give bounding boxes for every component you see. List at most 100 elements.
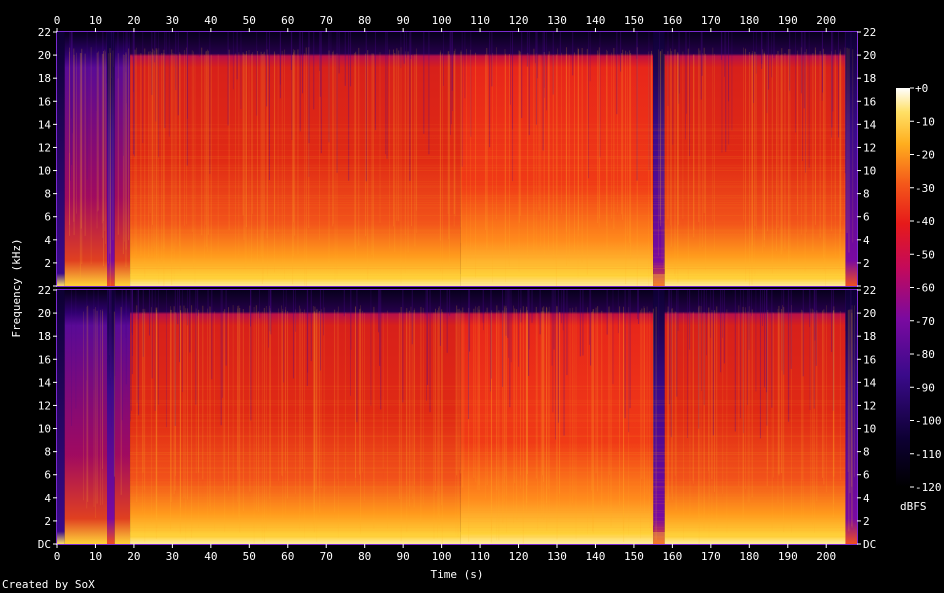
y-tick-label: 20 <box>38 49 51 62</box>
segment-quiet-intro <box>64 290 107 544</box>
y-tick-label: DC <box>863 538 876 551</box>
colorbar-tick-label: -80 <box>915 348 935 361</box>
x-tick-label: 190 <box>778 14 798 27</box>
x-tick-label: 100 <box>432 14 452 27</box>
x-tick-label: 110 <box>470 550 490 563</box>
x-tick-label: 180 <box>739 14 759 27</box>
bass-band <box>130 274 846 286</box>
y-tick-label: 14 <box>863 376 877 389</box>
segment-dip <box>107 290 115 544</box>
segment-fade <box>845 290 857 544</box>
y-tick-label: 16 <box>38 95 51 108</box>
y-tick-label: 20 <box>863 307 876 320</box>
x-axis-label: Time (s) <box>431 568 484 581</box>
y-tick-label: 10 <box>863 165 876 178</box>
colorbar-tick-label: -50 <box>915 248 935 261</box>
segment-very-loud <box>460 32 654 286</box>
y-tick-label: 20 <box>863 49 876 62</box>
y-tick-label: 8 <box>44 188 51 201</box>
x-tick-label: 140 <box>586 550 606 563</box>
y-tick-label: 22 <box>38 284 51 297</box>
y-tick-label: 18 <box>863 330 876 343</box>
y-tick-label: 10 <box>38 423 51 436</box>
x-tick-label: 30 <box>166 550 179 563</box>
y-tick-label: DC <box>38 538 51 551</box>
y-tick-label: 22 <box>38 26 51 39</box>
segment-loud <box>130 290 461 544</box>
x-tick-label: 50 <box>243 14 256 27</box>
x-tick-label: 90 <box>397 14 410 27</box>
x-tick-label: 150 <box>624 550 644 563</box>
x-tick-label: 90 <box>397 550 410 563</box>
colorbar <box>896 88 910 487</box>
colorbar-tick-label: -10 <box>915 115 935 128</box>
y-axis-label: Frequency (kHz) <box>10 238 23 337</box>
y-tick-label: 4 <box>863 234 870 247</box>
colorbar-tick-label: -100 <box>915 415 942 428</box>
colorbar-tick-label: -70 <box>915 315 935 328</box>
segment-quiet <box>114 290 131 544</box>
y-tick-label: 14 <box>38 118 52 131</box>
x-tick-label: 130 <box>547 14 567 27</box>
x-tick-label: 200 <box>816 550 836 563</box>
y-tick-label: 20 <box>38 307 51 320</box>
y-tick-label: 10 <box>38 165 51 178</box>
y-tick-label: 2 <box>863 515 870 528</box>
x-tick-label: 0 <box>54 550 61 563</box>
x-tick-label: 160 <box>662 14 682 27</box>
x-tick-label: 80 <box>358 550 371 563</box>
x-tick-label: 70 <box>320 14 333 27</box>
x-tick-label: 30 <box>166 14 179 27</box>
y-tick-label: 18 <box>38 72 51 85</box>
panel-frame <box>56 289 858 545</box>
x-tick-label: 190 <box>778 550 798 563</box>
x-tick-label: 50 <box>243 550 256 563</box>
x-tick-label: 170 <box>701 14 721 27</box>
x-tick-label: 110 <box>470 14 490 27</box>
colorbar-ticks: +0 -10 -20 -30 -40 -50 -60 -70 -80 -90 -100 -110 -12… <box>910 82 942 494</box>
x-tick-label: 60 <box>281 14 294 27</box>
segment-loud <box>664 32 846 286</box>
y-tick-label: 18 <box>38 330 51 343</box>
x-tick-label: 60 <box>281 550 294 563</box>
y-tick-label: 22 <box>863 284 876 297</box>
channel-2-spectrogram <box>57 290 857 544</box>
y-tick-label: 10 <box>863 423 876 436</box>
x-tick-label: 20 <box>127 14 140 27</box>
colorbar-label: dBFS <box>900 500 927 513</box>
y-tick-label: 8 <box>863 188 870 201</box>
x-tick-label: 80 <box>358 14 371 27</box>
segment-loud <box>130 32 461 286</box>
y-tick-label: 12 <box>38 399 51 412</box>
y-tick-label: 2 <box>863 257 870 270</box>
segment-dip <box>107 32 115 286</box>
x-tick-label: 0 <box>54 14 61 27</box>
y-tick-label: 14 <box>863 118 877 131</box>
y-tick-label: 16 <box>863 353 876 366</box>
colorbar-tick-label: -90 <box>915 381 935 394</box>
y-tick-label: 4 <box>44 492 51 505</box>
y-tick-label: 12 <box>863 399 876 412</box>
channel-1-spectrogram <box>57 32 857 286</box>
colorbar-tick-label: -60 <box>915 282 935 295</box>
x-tick-label: 100 <box>432 550 452 563</box>
x-tick-label: 10 <box>89 14 102 27</box>
y-tick-label: 6 <box>44 211 51 224</box>
segment-silence <box>57 290 65 544</box>
segment-dip <box>653 290 665 544</box>
colorbar-tick-label: +0 <box>915 82 928 95</box>
y-tick-label: 18 <box>863 72 876 85</box>
colorbar-tick-label: -110 <box>915 448 942 461</box>
y-tick-label: 4 <box>863 492 870 505</box>
colorbar-tick-label: -40 <box>915 215 935 228</box>
x-tick-label: 200 <box>816 14 836 27</box>
segment-silence <box>57 32 65 286</box>
colorbar-tick-label: -30 <box>915 182 935 195</box>
y-tick-label: 16 <box>863 95 876 108</box>
x-tick-label: 40 <box>204 14 217 27</box>
x-tick-label: 40 <box>204 550 217 563</box>
y-tick-label: 12 <box>863 141 876 154</box>
x-tick-label: 150 <box>624 14 644 27</box>
